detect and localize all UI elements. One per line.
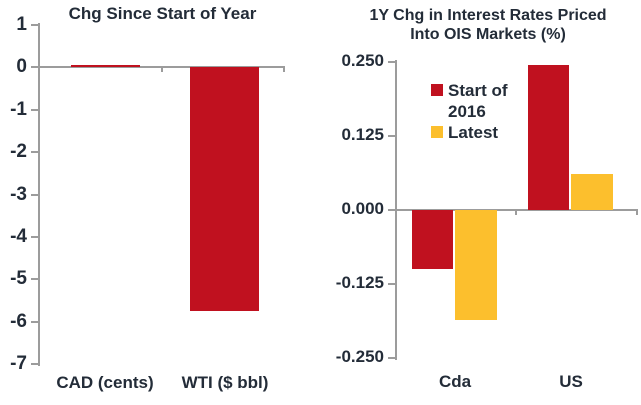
- legend-swatch-gold: [431, 126, 443, 138]
- y-axis-tick: [388, 209, 395, 211]
- x-axis-tick: [161, 66, 163, 73]
- y-tick-label: -2: [10, 141, 27, 163]
- y-axis-tick: [31, 193, 38, 196]
- right-chart-title-line2: Into OIS Markets (%): [410, 26, 566, 43]
- y-tick-label: 0.125: [341, 125, 384, 144]
- x-category-label: WTI ($ bbl): [181, 373, 269, 392]
- y-tick-label: -0.125: [335, 273, 384, 292]
- y-axis-line: [38, 23, 40, 366]
- bar-us-0: [528, 64, 569, 210]
- x-axis-tick: [283, 66, 285, 73]
- y-tick-label: -0.250: [335, 347, 384, 366]
- legend-item-latest: Latest: [431, 122, 540, 143]
- legend-label-latest: Latest: [448, 123, 499, 142]
- y-tick-label: -3: [10, 183, 27, 205]
- x-category-label: CAD (cents): [56, 373, 154, 392]
- y-tick-label: -7: [10, 353, 27, 374]
- legend-label-start-of-2016: Start of 2016: [448, 81, 508, 121]
- legend-swatch-red: [431, 84, 443, 96]
- y-tick-label: -4: [10, 225, 27, 247]
- x-category-label: Cda: [438, 372, 472, 391]
- y-axis-tick: [388, 61, 395, 63]
- y-axis-tick: [388, 357, 395, 359]
- right-chart-title: 1Y Chg in Interest Rates Priced Into OIS…: [338, 6, 638, 44]
- x-category-label: US: [559, 372, 583, 391]
- y-axis-tick: [31, 363, 38, 365]
- right-chart-title-line1: 1Y Chg in Interest Rates Priced: [369, 7, 607, 24]
- y-tick-label: 0: [16, 56, 27, 78]
- y-axis-tick: [388, 135, 395, 137]
- legend: Start of 2016 Latest: [431, 80, 540, 143]
- bar-cda-1: [455, 210, 497, 320]
- legend-item-start-of-2016: Start of 2016: [431, 80, 540, 122]
- y-axis-tick: [31, 278, 38, 281]
- y-axis-tick: [31, 320, 38, 323]
- bar-cad-0: [71, 65, 140, 68]
- y-axis-tick: [31, 151, 38, 154]
- bar-us-1: [571, 174, 613, 210]
- bar-wti-0: [190, 67, 259, 312]
- x-axis-tick: [515, 209, 517, 215]
- x-axis-tick: [636, 209, 638, 215]
- y-axis-tick: [31, 108, 38, 111]
- left-chart-title: Chg Since Start of Year: [68, 4, 257, 23]
- y-axis-tick: [31, 24, 38, 26]
- y-axis-tick: [31, 235, 38, 238]
- y-tick-label: -5: [10, 268, 27, 290]
- y-tick-label: -6: [10, 310, 27, 332]
- y-axis-tick: [388, 283, 395, 285]
- y-tick-label: 0.250: [341, 51, 384, 70]
- y-tick-label: 0.000: [341, 199, 384, 218]
- bar-cda-0: [412, 210, 453, 270]
- y-axis-tick: [31, 66, 38, 69]
- y-tick-label: -1: [10, 98, 27, 120]
- y-tick-label: 1: [16, 14, 27, 35]
